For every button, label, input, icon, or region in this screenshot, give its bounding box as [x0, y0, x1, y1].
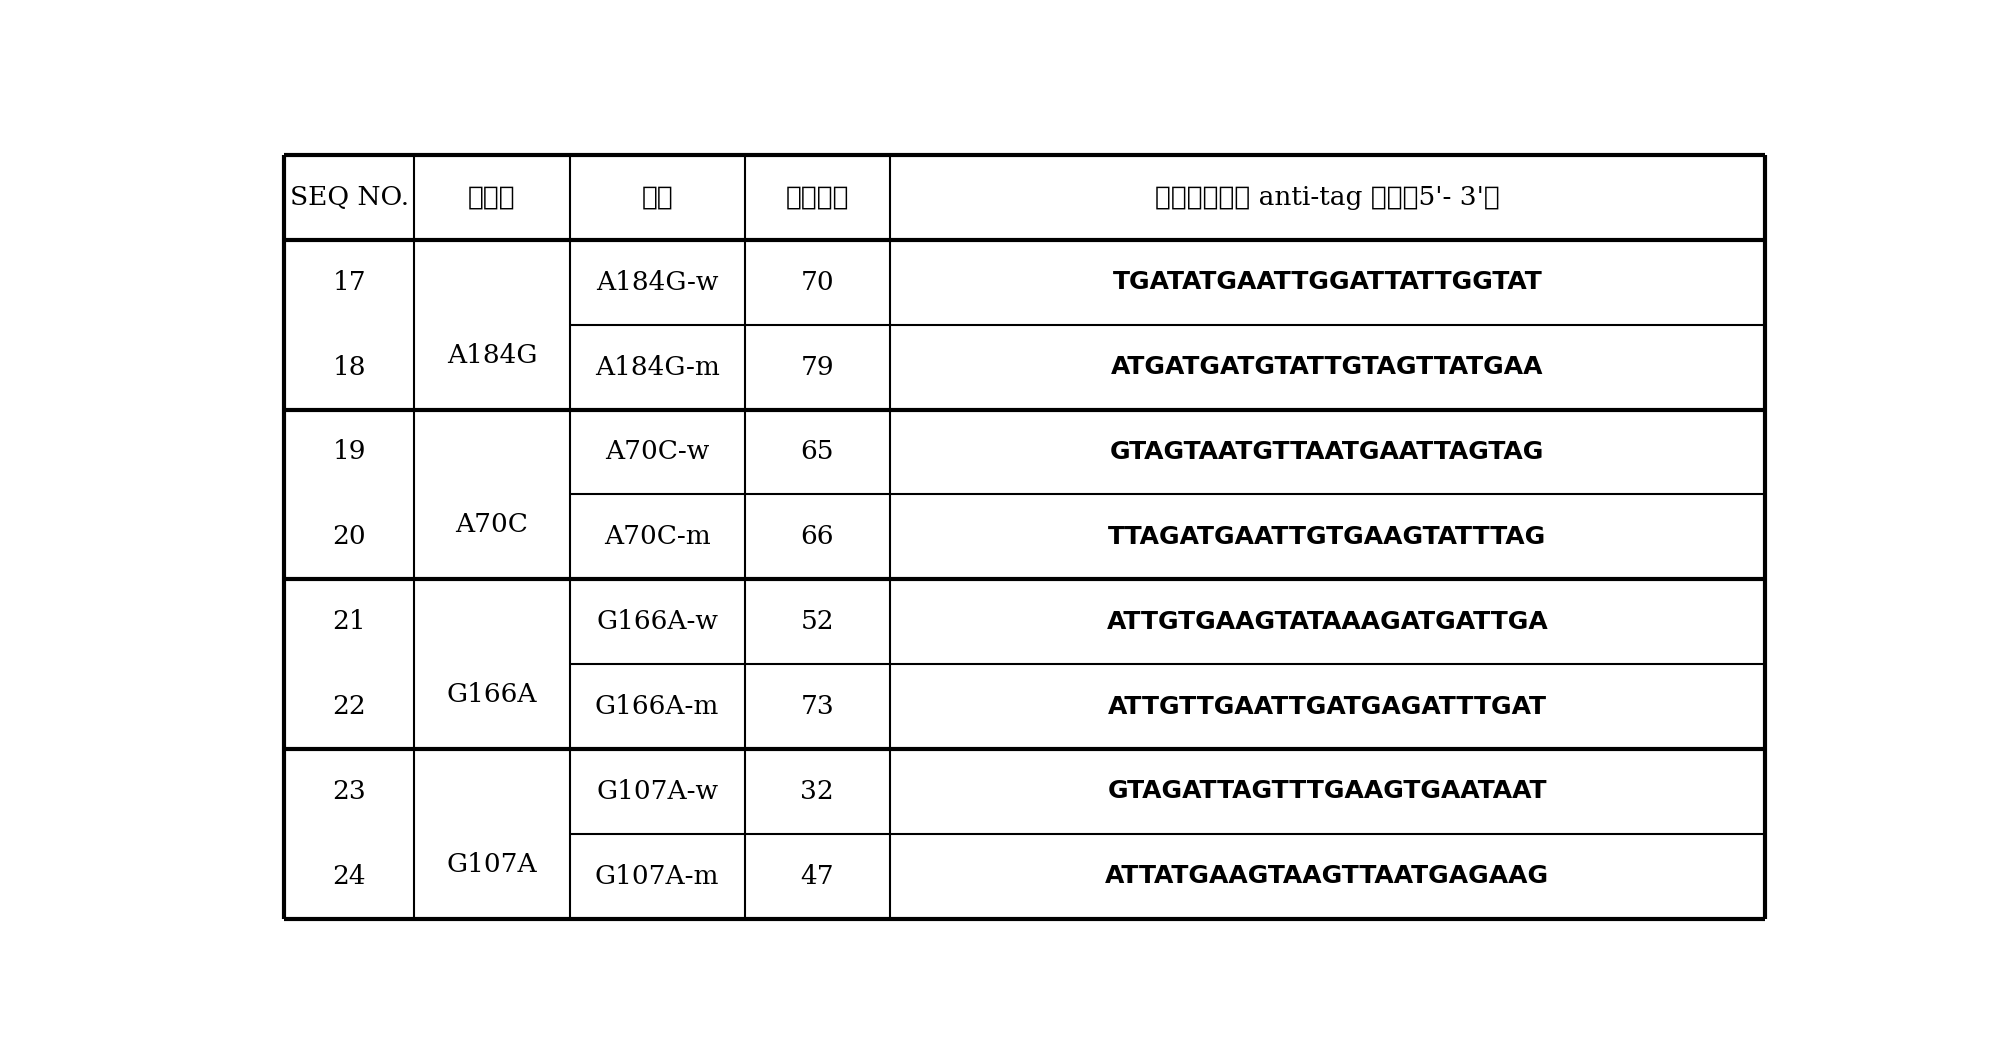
Text: 17: 17	[332, 270, 366, 294]
Text: 73: 73	[799, 694, 833, 720]
Bar	[284, 833, 414, 919]
Bar	[743, 155, 889, 239]
Text: ATTGTGAAGTATAAAGATGATTGA: ATTGTGAAGTATAAAGATGATTGA	[1107, 610, 1548, 634]
Text: TTAGATGAATTGTGAAGTATTTAG: TTAGATGAATTGTGAAGTATTTAG	[1107, 524, 1546, 549]
Bar	[414, 749, 569, 833]
Bar	[569, 155, 743, 239]
Bar	[284, 239, 414, 325]
Text: 70: 70	[799, 270, 833, 294]
Bar	[743, 579, 889, 664]
Bar	[743, 495, 889, 579]
Text: 18: 18	[332, 354, 366, 380]
Bar	[743, 239, 889, 325]
Text: 66: 66	[799, 524, 833, 550]
Bar	[569, 239, 743, 325]
Bar	[743, 325, 889, 409]
Text: 52: 52	[799, 609, 833, 634]
Bar	[414, 409, 569, 495]
Bar	[889, 325, 1764, 409]
Bar	[743, 664, 889, 749]
Text: 21: 21	[332, 609, 366, 634]
Text: SEQ NO.: SEQ NO.	[290, 185, 408, 210]
Bar	[889, 579, 1764, 664]
Text: A70C-m: A70C-m	[603, 524, 709, 550]
Text: G166A: G166A	[448, 683, 537, 707]
Text: 基因型: 基因型	[468, 185, 515, 210]
Bar	[889, 833, 1764, 919]
Text: 65: 65	[799, 440, 833, 464]
Bar	[569, 495, 743, 579]
Bar	[284, 495, 414, 579]
Text: 19: 19	[332, 440, 366, 464]
Text: ATTGTTGAATTGATGAGATTTGAT: ATTGTTGAATTGATGAGATTTGAT	[1107, 694, 1546, 718]
Text: 20: 20	[332, 524, 366, 550]
Bar	[743, 833, 889, 919]
Text: 23: 23	[332, 779, 366, 804]
Bar	[284, 325, 414, 409]
Bar	[414, 664, 569, 749]
Text: A184G-m: A184G-m	[595, 354, 719, 380]
Text: 微球上对应的 anti-tag 序列（5'- 3'）: 微球上对应的 anti-tag 序列（5'- 3'）	[1155, 185, 1498, 210]
Bar	[414, 833, 569, 919]
Bar	[569, 749, 743, 833]
Text: G166A-w: G166A-w	[595, 609, 717, 634]
Bar	[414, 325, 569, 409]
Bar	[284, 664, 414, 749]
Bar	[414, 155, 569, 239]
Text: 24: 24	[332, 864, 366, 888]
Bar	[569, 664, 743, 749]
Bar	[569, 579, 743, 664]
Bar	[284, 579, 414, 664]
Bar	[889, 664, 1764, 749]
Text: 47: 47	[799, 864, 833, 888]
Text: GTAGATTAGTTTGAAGTGAATAAT: GTAGATTAGTTTGAAGTGAATAAT	[1107, 780, 1546, 803]
Bar	[569, 409, 743, 495]
Bar	[889, 495, 1764, 579]
Text: G107A: G107A	[446, 851, 537, 877]
Bar	[889, 155, 1764, 239]
Text: TGATATGAATTGGATTATTGGTAT: TGATATGAATTGGATTATTGGTAT	[1113, 270, 1542, 294]
Text: A184G: A184G	[448, 343, 537, 368]
Bar	[889, 239, 1764, 325]
Bar	[889, 749, 1764, 833]
Bar	[743, 749, 889, 833]
Bar	[743, 409, 889, 495]
Text: 微球编号: 微球编号	[785, 185, 849, 210]
Bar	[284, 155, 414, 239]
Text: A70C-w: A70C-w	[605, 440, 709, 464]
Bar	[284, 749, 414, 833]
Bar	[414, 239, 569, 325]
Text: 22: 22	[332, 694, 366, 720]
Text: A70C: A70C	[456, 513, 527, 537]
Text: GTAGTAATGTTAATGAATTAGTAG: GTAGTAATGTTAATGAATTAGTAG	[1109, 440, 1544, 464]
Bar	[414, 579, 569, 664]
Text: ATTATGAAGTAAGTTAATGAGAAG: ATTATGAAGTAAGTTAATGAGAAG	[1105, 864, 1548, 888]
Text: G166A-m: G166A-m	[595, 694, 719, 720]
Bar	[569, 833, 743, 919]
Text: G107A-m: G107A-m	[595, 864, 719, 888]
Bar	[569, 325, 743, 409]
Text: A184G-w: A184G-w	[595, 270, 717, 294]
Text: 类型: 类型	[641, 185, 673, 210]
Text: G107A-w: G107A-w	[595, 779, 717, 804]
Text: 79: 79	[799, 354, 833, 380]
Bar	[284, 409, 414, 495]
Text: 32: 32	[799, 779, 833, 804]
Bar	[414, 495, 569, 579]
Text: ATGATGATGTATTGTAGTTATGAA: ATGATGATGTATTGTAGTTATGAA	[1111, 356, 1542, 379]
Bar	[889, 409, 1764, 495]
